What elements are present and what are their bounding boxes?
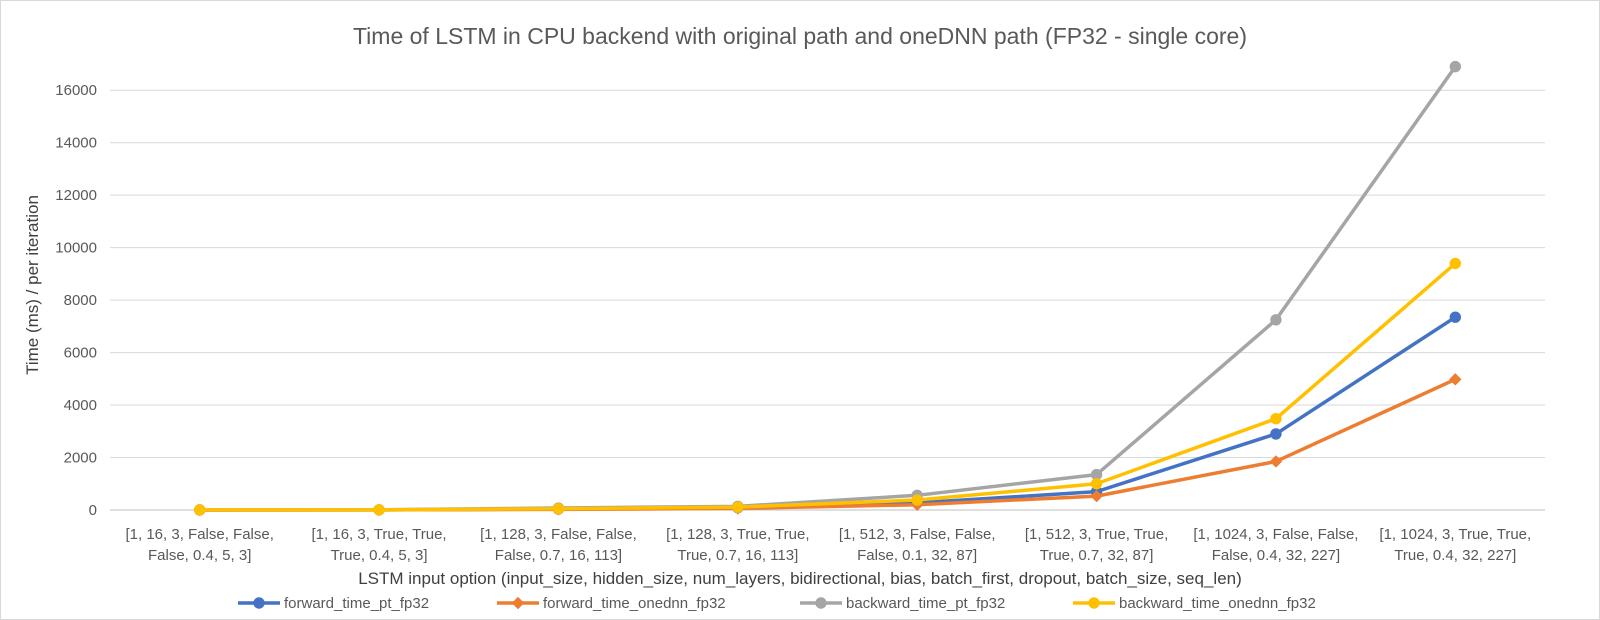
x-axis-ticks: [1, 16, 3, False, False, False, 0.4, 5, 3… xyxy=(125,526,1531,564)
y-axis-label: Time (ms) / per iteration xyxy=(23,195,42,375)
x-tick-label: [1, 16, 3, False, False, False, 0.4, 5, 3… xyxy=(125,526,273,564)
data-point[interactable] xyxy=(373,504,385,516)
x-tick-label: [1, 128, 3, True, True, True, 0.7, 16, 11… xyxy=(666,526,809,564)
series-backward_time_onednn_fp32 xyxy=(193,257,1462,516)
x-tick-label: [1, 1024, 3, True, True, True, 0.4, 32, 2… xyxy=(1379,526,1531,564)
data-point[interactable] xyxy=(1090,489,1103,503)
y-tick-label: 2000 xyxy=(64,450,97,467)
data-point[interactable] xyxy=(1449,60,1462,73)
y-axis-ticks: 0 2000 4000 6000 8000 10000 12000 14000 16000 xyxy=(55,82,97,519)
legend-item-forward_time_onednn_fp32[interactable]: forward_time_onednn_fp32 xyxy=(497,595,726,612)
y-tick-label: 8000 xyxy=(64,292,97,309)
data-point[interactable] xyxy=(1269,455,1283,468)
data-point[interactable] xyxy=(1270,428,1282,440)
x-tick-label: [1, 512, 3, False, False, False, 0.1, 32,… xyxy=(839,526,996,564)
legend-marker[interactable] xyxy=(1088,597,1100,609)
y-tick-label: 12000 xyxy=(55,187,97,204)
legend[interactable]: forward_time_pt_fp32 forward_time_onednn_… xyxy=(238,595,1316,612)
chart-title: Time of LSTM in CPU backend with origina… xyxy=(353,23,1247,49)
x-tick-label: [1, 1024, 3, False, False, False, 0.4, 32… xyxy=(1193,526,1358,564)
y-tick-label: 4000 xyxy=(64,397,97,414)
data-point[interactable] xyxy=(193,504,206,516)
x-tick-label: [1, 16, 3, True, True, True, 0.4, 5, 3] xyxy=(312,526,447,564)
data-point[interactable] xyxy=(1449,257,1462,270)
legend-marker[interactable] xyxy=(815,597,827,609)
y-tick-label: 10000 xyxy=(55,240,97,257)
legend-marker[interactable] xyxy=(511,596,525,610)
data-point[interactable] xyxy=(1270,413,1282,425)
data-point[interactable] xyxy=(1270,314,1282,326)
legend-label: forward_time_onednn_fp32 xyxy=(543,595,726,612)
legend-marker[interactable] xyxy=(253,597,265,609)
legend-label: backward_time_onednn_fp32 xyxy=(1119,595,1316,612)
y-tick-label: 0 xyxy=(89,502,97,519)
series-line[interactable] xyxy=(199,262,1457,512)
data-point[interactable] xyxy=(911,494,923,506)
legend-label: backward_time_pt_fp32 xyxy=(846,595,1005,612)
x-tick-label: [1, 512, 3, True, True, True, 0.7, 32, 87… xyxy=(1025,526,1168,564)
x-axis-label: LSTM input option (input_size, hidden_si… xyxy=(358,569,1242,588)
data-point[interactable] xyxy=(1449,373,1462,386)
legend-label: forward_time_pt_fp32 xyxy=(284,595,429,612)
data-point[interactable] xyxy=(732,501,744,513)
legend-item-forward_time_pt_fp32[interactable]: forward_time_pt_fp32 xyxy=(238,595,429,612)
legend-item-backward_time_onednn_fp32[interactable]: backward_time_onednn_fp32 xyxy=(1073,595,1316,612)
x-tick-label: [1, 128, 3, False, False, False, 0.7, 16,… xyxy=(480,526,637,564)
series-group xyxy=(193,60,1462,517)
data-point[interactable] xyxy=(1449,311,1462,323)
legend-item-backward_time_pt_fp32[interactable]: backward_time_pt_fp32 xyxy=(800,595,1005,612)
y-tick-label: 14000 xyxy=(55,135,97,152)
y-tick-label: 16000 xyxy=(55,82,97,99)
data-point[interactable] xyxy=(1090,478,1103,490)
y-tick-label: 6000 xyxy=(64,345,97,362)
data-point[interactable] xyxy=(552,502,565,515)
